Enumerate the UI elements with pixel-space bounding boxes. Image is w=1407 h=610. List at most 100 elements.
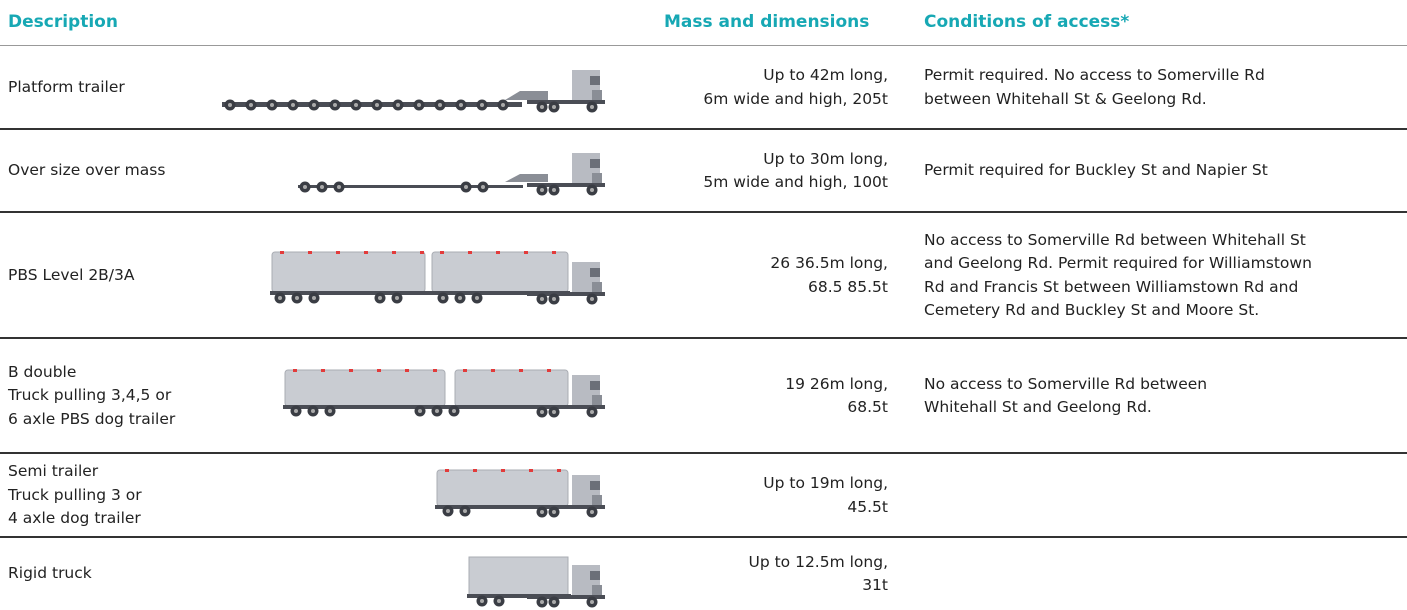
conditions-line: Whitehall St and Geelong Rd.: [924, 398, 1152, 416]
table-row: Rigid truck Up to 12.5m long, 31t: [0, 538, 1407, 610]
hub: [395, 296, 399, 300]
cab-window: [590, 481, 600, 490]
table-row: PBS Level 2B/3A 26 36.5m long, 68.5 85.5t N…: [0, 213, 1407, 338]
hub: [378, 296, 382, 300]
hub: [270, 103, 274, 107]
conditions-line: between Whitehall St & Geelong Rd.: [924, 89, 1207, 108]
chassis: [527, 100, 605, 104]
grille: [592, 282, 602, 292]
hub: [441, 296, 445, 300]
cab-window: [590, 76, 600, 85]
mass-line: 26 36.5m long,: [770, 254, 888, 272]
marker: [420, 251, 424, 254]
marker: [463, 369, 467, 372]
hub: [278, 296, 282, 300]
hub: [463, 509, 467, 513]
description-line: Semi trailer: [8, 462, 99, 481]
marker: [529, 469, 533, 472]
chassis: [527, 595, 605, 599]
grille: [592, 173, 602, 183]
header-description: Description: [8, 12, 118, 32]
description-cell: B double Truck pulling 3,4,5 or 6 axle PBS…: [8, 339, 218, 453]
description-line: Rigid truck: [8, 564, 92, 583]
hub: [312, 103, 316, 107]
mass-cell: Up to 19m long, 45.5t: [628, 454, 888, 537]
mass-cell: Up to 42m long, 6m wide and high, 205t: [628, 46, 888, 129]
conditions-cell: No access to Somerville Rd between Whiteh…: [924, 339, 1404, 453]
conditions-line: No access to Somerville Rd between: [924, 374, 1208, 393]
cab-window: [590, 571, 600, 580]
mass-line: 68.5t: [847, 398, 888, 416]
hub: [481, 185, 485, 189]
hub: [228, 103, 232, 107]
hub: [459, 103, 463, 107]
mass-line: Up to 19m long,: [763, 474, 888, 492]
marker: [519, 369, 523, 372]
description-cell: Over size over mass: [8, 130, 218, 212]
marker: [280, 251, 284, 254]
hub: [312, 296, 316, 300]
hub: [328, 409, 332, 413]
hub: [497, 599, 501, 603]
hub: [590, 105, 594, 109]
hub: [540, 600, 544, 604]
hub: [540, 510, 544, 514]
hub: [540, 188, 544, 192]
hub: [464, 185, 468, 189]
hub: [552, 410, 556, 414]
table-row: Semi trailer Truck pulling 3 or 4 axle dog…: [0, 454, 1407, 537]
grille: [592, 395, 602, 405]
hub: [552, 600, 556, 604]
description-line: 6 axle PBS dog trailer: [8, 409, 176, 428]
hub: [552, 188, 556, 192]
hub: [475, 296, 479, 300]
mass-line: 68.5 85.5t: [807, 277, 888, 296]
grille: [592, 495, 602, 505]
hub: [435, 409, 439, 413]
hub: [417, 103, 421, 107]
marker: [308, 251, 312, 254]
marker: [557, 469, 561, 472]
chassis: [527, 292, 605, 296]
hub: [396, 103, 400, 107]
description-cell: Platform trailer: [8, 46, 218, 129]
hub: [590, 510, 594, 514]
hub: [480, 599, 484, 603]
description-cell: Semi trailer Truck pulling 3 or 4 axle dog…: [8, 454, 218, 537]
header-conditions: Conditions of access*: [924, 12, 1130, 32]
cab-window: [590, 268, 600, 277]
conditions-line: Permit required for Buckley St and Napie…: [924, 161, 1268, 180]
hub: [590, 600, 594, 604]
conditions-cell: Permit required. No access to Somerville…: [924, 46, 1404, 129]
description-line: PBS Level 2B/3A: [8, 265, 135, 284]
mass-line: 5m wide and high, 100t: [703, 173, 888, 191]
conditions-cell: [924, 454, 1404, 537]
hub: [480, 103, 484, 107]
hub: [540, 297, 544, 301]
description-line: Over size over mass: [8, 161, 166, 180]
body: [468, 556, 569, 596]
hub: [458, 296, 462, 300]
hub: [552, 510, 556, 514]
hub: [295, 296, 299, 300]
row-rule: [0, 211, 1407, 213]
conditions-cell: No access to Somerville Rd between White…: [924, 213, 1404, 338]
hub: [446, 509, 450, 513]
row-rule: [0, 452, 1407, 454]
hub: [552, 297, 556, 301]
marker: [405, 369, 409, 372]
conditions-line: Cemetery Rd and Buckley St and Moore St.: [924, 301, 1260, 319]
hub: [303, 185, 307, 189]
mass-cell: Up to 30m long, 5m wide and high, 100t: [628, 130, 888, 212]
cab-window: [590, 159, 600, 168]
hub: [590, 297, 594, 301]
gooseneck: [505, 91, 548, 100]
description-cell: Rigid truck: [8, 538, 218, 610]
mass-cell: 19 26m long, 68.5t: [628, 339, 888, 453]
marker: [547, 369, 551, 372]
marker: [501, 469, 505, 472]
mass-line: Up to 12.5m long,: [748, 552, 888, 571]
mass-line: Up to 42m long,: [763, 66, 888, 84]
chassis: [270, 291, 570, 295]
